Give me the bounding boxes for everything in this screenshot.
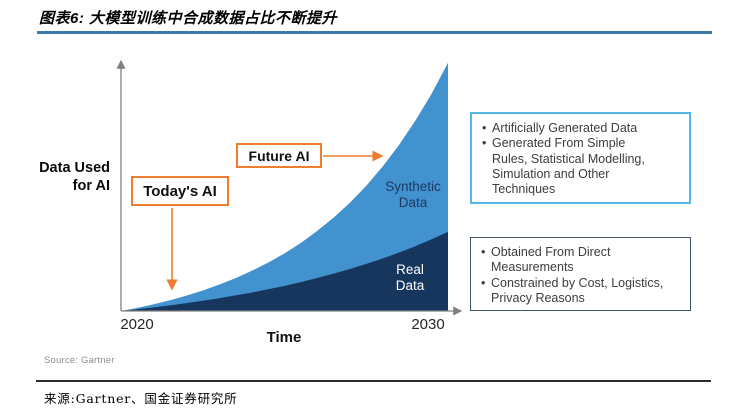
synthetic-data-area [121, 62, 448, 312]
y-axis-label: Data Used for AI [39, 160, 110, 195]
x-tick-2020: 2020 [120, 316, 154, 333]
x-axis-label: Time [266, 329, 302, 346]
real-data-area [121, 231, 448, 311]
real-data-info-box: Obtained From Direct Measurements Constr… [470, 237, 691, 311]
future-ai-annotation-box: Future AI [236, 143, 322, 168]
todays-ai-label: Today's AI [143, 182, 217, 200]
footer-source-text: 来源:Gartner、国金证券研究所 [44, 391, 238, 406]
synthetic-data-info-box: Artificially Generated Data Generated Fr… [470, 112, 691, 204]
real-data-label: Real Data [395, 262, 425, 293]
info-bullet: Generated From Simple Rules, Statistical… [481, 136, 683, 197]
info-bullet: Constrained by Cost, Logistics, Privacy … [480, 276, 684, 307]
figure-title: 图表6: 大模型训练中合成数据占比不断提升 [39, 10, 338, 27]
x-tick-2030: 2030 [411, 316, 445, 333]
chart-source-note: Source: Gartner [44, 355, 115, 366]
footer-divider [36, 380, 711, 382]
title-underline [37, 31, 712, 34]
future-ai-label: Future AI [248, 147, 310, 164]
todays-ai-annotation-box: Today's AI [131, 176, 229, 206]
info-bullet: Obtained From Direct Measurements [480, 245, 684, 276]
synthetic-data-label: Synthetic Data [385, 179, 441, 210]
info-bullet: Artificially Generated Data [481, 121, 683, 137]
